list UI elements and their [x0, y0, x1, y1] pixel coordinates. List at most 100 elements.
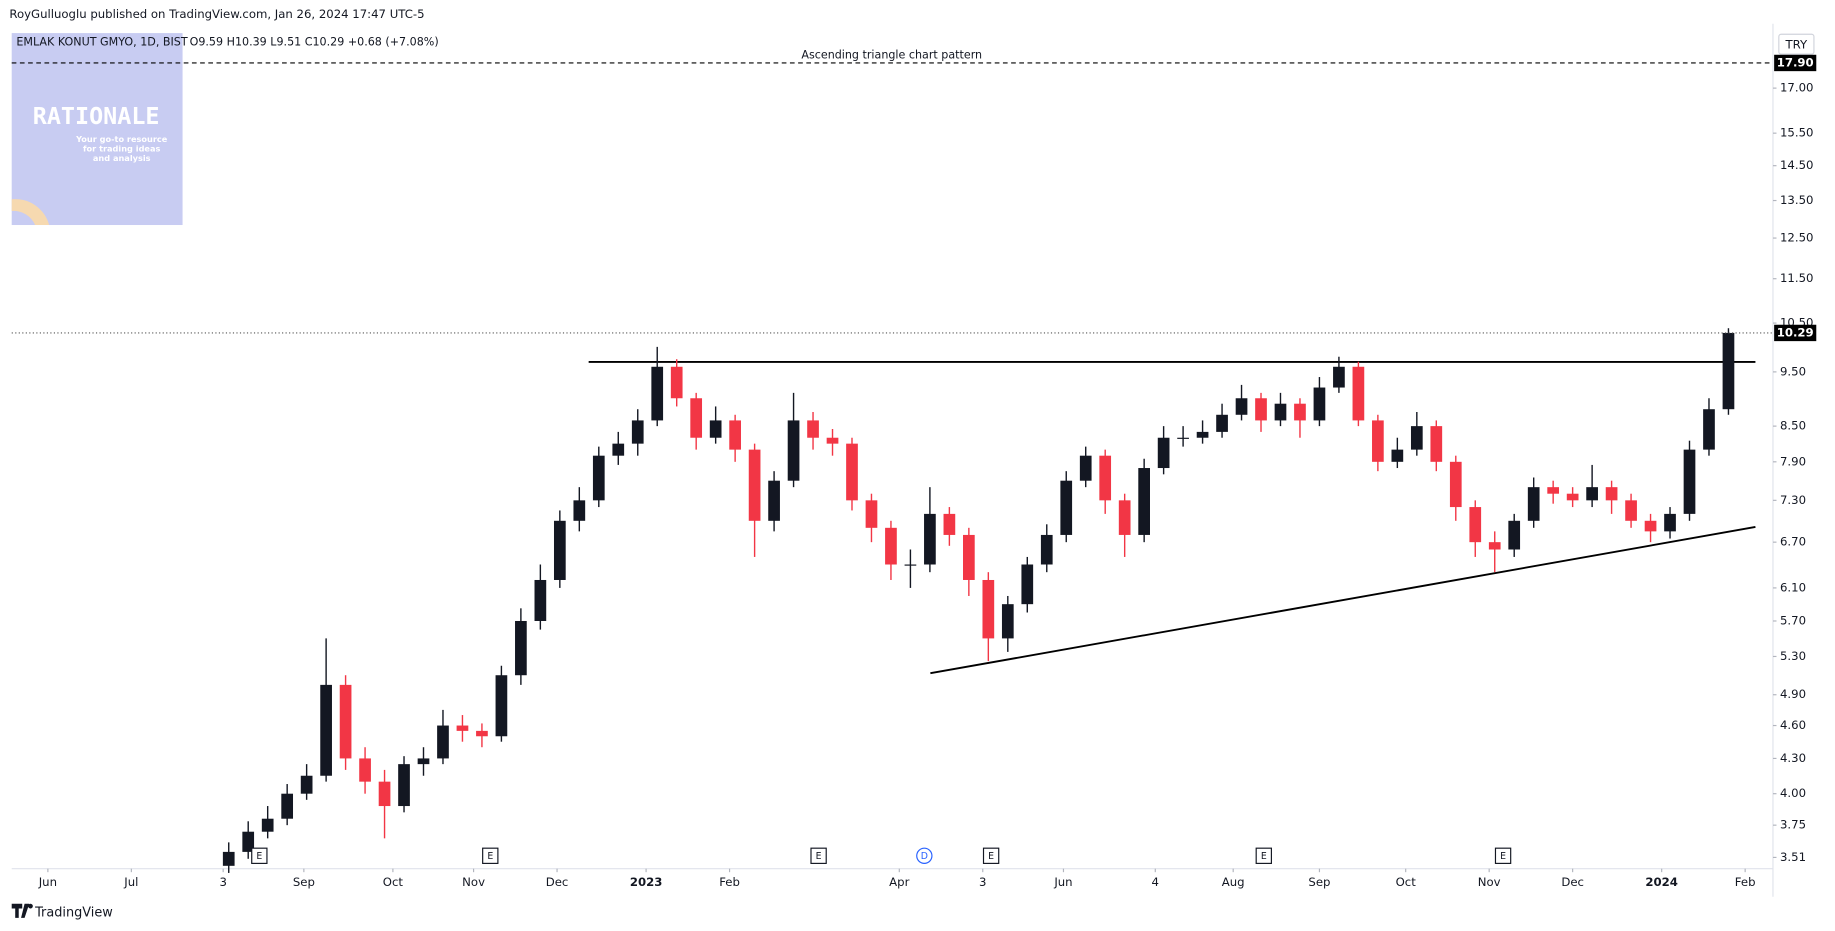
x-tick-label: Oct [1396, 875, 1417, 889]
candle-body [437, 725, 449, 759]
candle-body [378, 781, 391, 807]
candle-body [1644, 520, 1657, 532]
candle-body [1313, 387, 1326, 421]
candle-body [1722, 332, 1735, 410]
support-trendline [930, 526, 1756, 675]
y-tick-label: 3.51 [1780, 850, 1806, 864]
candle-body [592, 455, 605, 501]
candle-body [1469, 507, 1482, 543]
candle-body [359, 758, 371, 782]
candle-body [495, 675, 508, 737]
x-tick-label: 2024 [1645, 875, 1678, 889]
candle-body [1566, 493, 1579, 501]
candle-body [943, 513, 956, 535]
ohlc-legend: O9.59 H10.39 L9.51 C10.29 +0.68 (+7.08%) [190, 35, 439, 48]
last-price-tag [1774, 324, 1817, 342]
candle-body [261, 818, 274, 832]
y-tick-label: 14.50 [1780, 158, 1813, 172]
y-tick-label: 4.60 [1780, 718, 1806, 732]
candle-body [1430, 426, 1443, 462]
event-label: E [1261, 851, 1267, 862]
candle-body [1449, 461, 1462, 508]
y-tick-label: 4.00 [1780, 786, 1806, 800]
logo-box [11, 33, 183, 226]
published-line: RoyGulluoglu published on TradingView.co… [9, 7, 424, 21]
y-tick-label: 4.30 [1780, 751, 1806, 765]
x-tick-label: Oct [383, 875, 404, 889]
candle-body [398, 764, 410, 807]
x-tick-label: 3 [979, 875, 986, 889]
candle-body [1118, 500, 1131, 535]
event-marker [1494, 847, 1512, 864]
candle-body [339, 684, 352, 759]
candle-body [924, 513, 936, 565]
candle-body [904, 564, 917, 566]
candle-body [1625, 500, 1637, 521]
y-tick-label: 9.50 [1780, 364, 1806, 378]
candle-body [885, 527, 897, 565]
x-tick-label: Sep [1308, 875, 1330, 889]
candle-body [1040, 534, 1053, 565]
candle-body [729, 420, 741, 450]
candle-body [826, 437, 839, 444]
candle-body [690, 398, 703, 438]
y-tick-label: 17.00 [1780, 81, 1813, 95]
candle-body [553, 520, 566, 580]
candle-body [1021, 564, 1034, 605]
logo-tagline: Your go-to resource [75, 134, 168, 144]
candle-body [1410, 426, 1423, 450]
candle-body [963, 534, 975, 580]
candle-body [670, 366, 683, 399]
y-tick-label: 5.70 [1780, 613, 1806, 627]
event-marker [1255, 847, 1272, 864]
candle-body [982, 579, 995, 639]
candle-body [1157, 437, 1170, 469]
candle-body [846, 443, 858, 501]
x-tick-label: 2023 [630, 875, 663, 889]
candle-body [1333, 366, 1345, 388]
candle-body [631, 420, 644, 444]
symbol-title: EMLAK KONUT GMYO, 1D, BIST [16, 35, 187, 48]
y-tick-label: 7.30 [1780, 493, 1806, 507]
candle-body [1586, 487, 1598, 501]
y-tick-label: 11.50 [1780, 271, 1813, 285]
price-line-label: 17.90 [1777, 55, 1814, 69]
candle-body [1060, 480, 1073, 535]
event-label: E [988, 851, 994, 862]
candle-body [476, 730, 488, 737]
x-tick-label: Apr [889, 875, 909, 889]
event-label: E [256, 851, 262, 862]
x-tick-label: Jul [123, 875, 138, 889]
candle-body [515, 620, 527, 676]
y-tick-label: 15.50 [1780, 126, 1813, 140]
candle-body [1099, 455, 1112, 501]
candle-body [1527, 487, 1540, 521]
candle-body [1196, 431, 1209, 438]
candle-body [222, 851, 235, 866]
candle-body [748, 449, 761, 521]
candle-body [1703, 409, 1715, 450]
event-label: D [921, 851, 928, 862]
candle-body [534, 579, 547, 621]
event-marker [482, 847, 499, 864]
candle-body [1488, 542, 1501, 550]
candle-body [1235, 398, 1248, 415]
y-tick-label: 5.30 [1780, 649, 1806, 663]
event-label: E [1500, 851, 1506, 862]
logo-tagline: and analysis [93, 153, 151, 163]
candle-body [573, 500, 586, 521]
event-marker [251, 847, 268, 864]
x-tick-label: Sep [293, 875, 315, 889]
candle-body [281, 793, 294, 819]
candle-body [807, 420, 819, 438]
candle-body [1683, 449, 1696, 514]
candle-body [1547, 487, 1560, 494]
candle-body [1216, 414, 1228, 432]
event-marker [810, 847, 827, 864]
x-tick-label: Dec [546, 875, 569, 889]
last-price-label: 10.29 [1777, 325, 1814, 339]
x-tick-label: Jun [38, 875, 57, 889]
event-marker [916, 847, 933, 864]
